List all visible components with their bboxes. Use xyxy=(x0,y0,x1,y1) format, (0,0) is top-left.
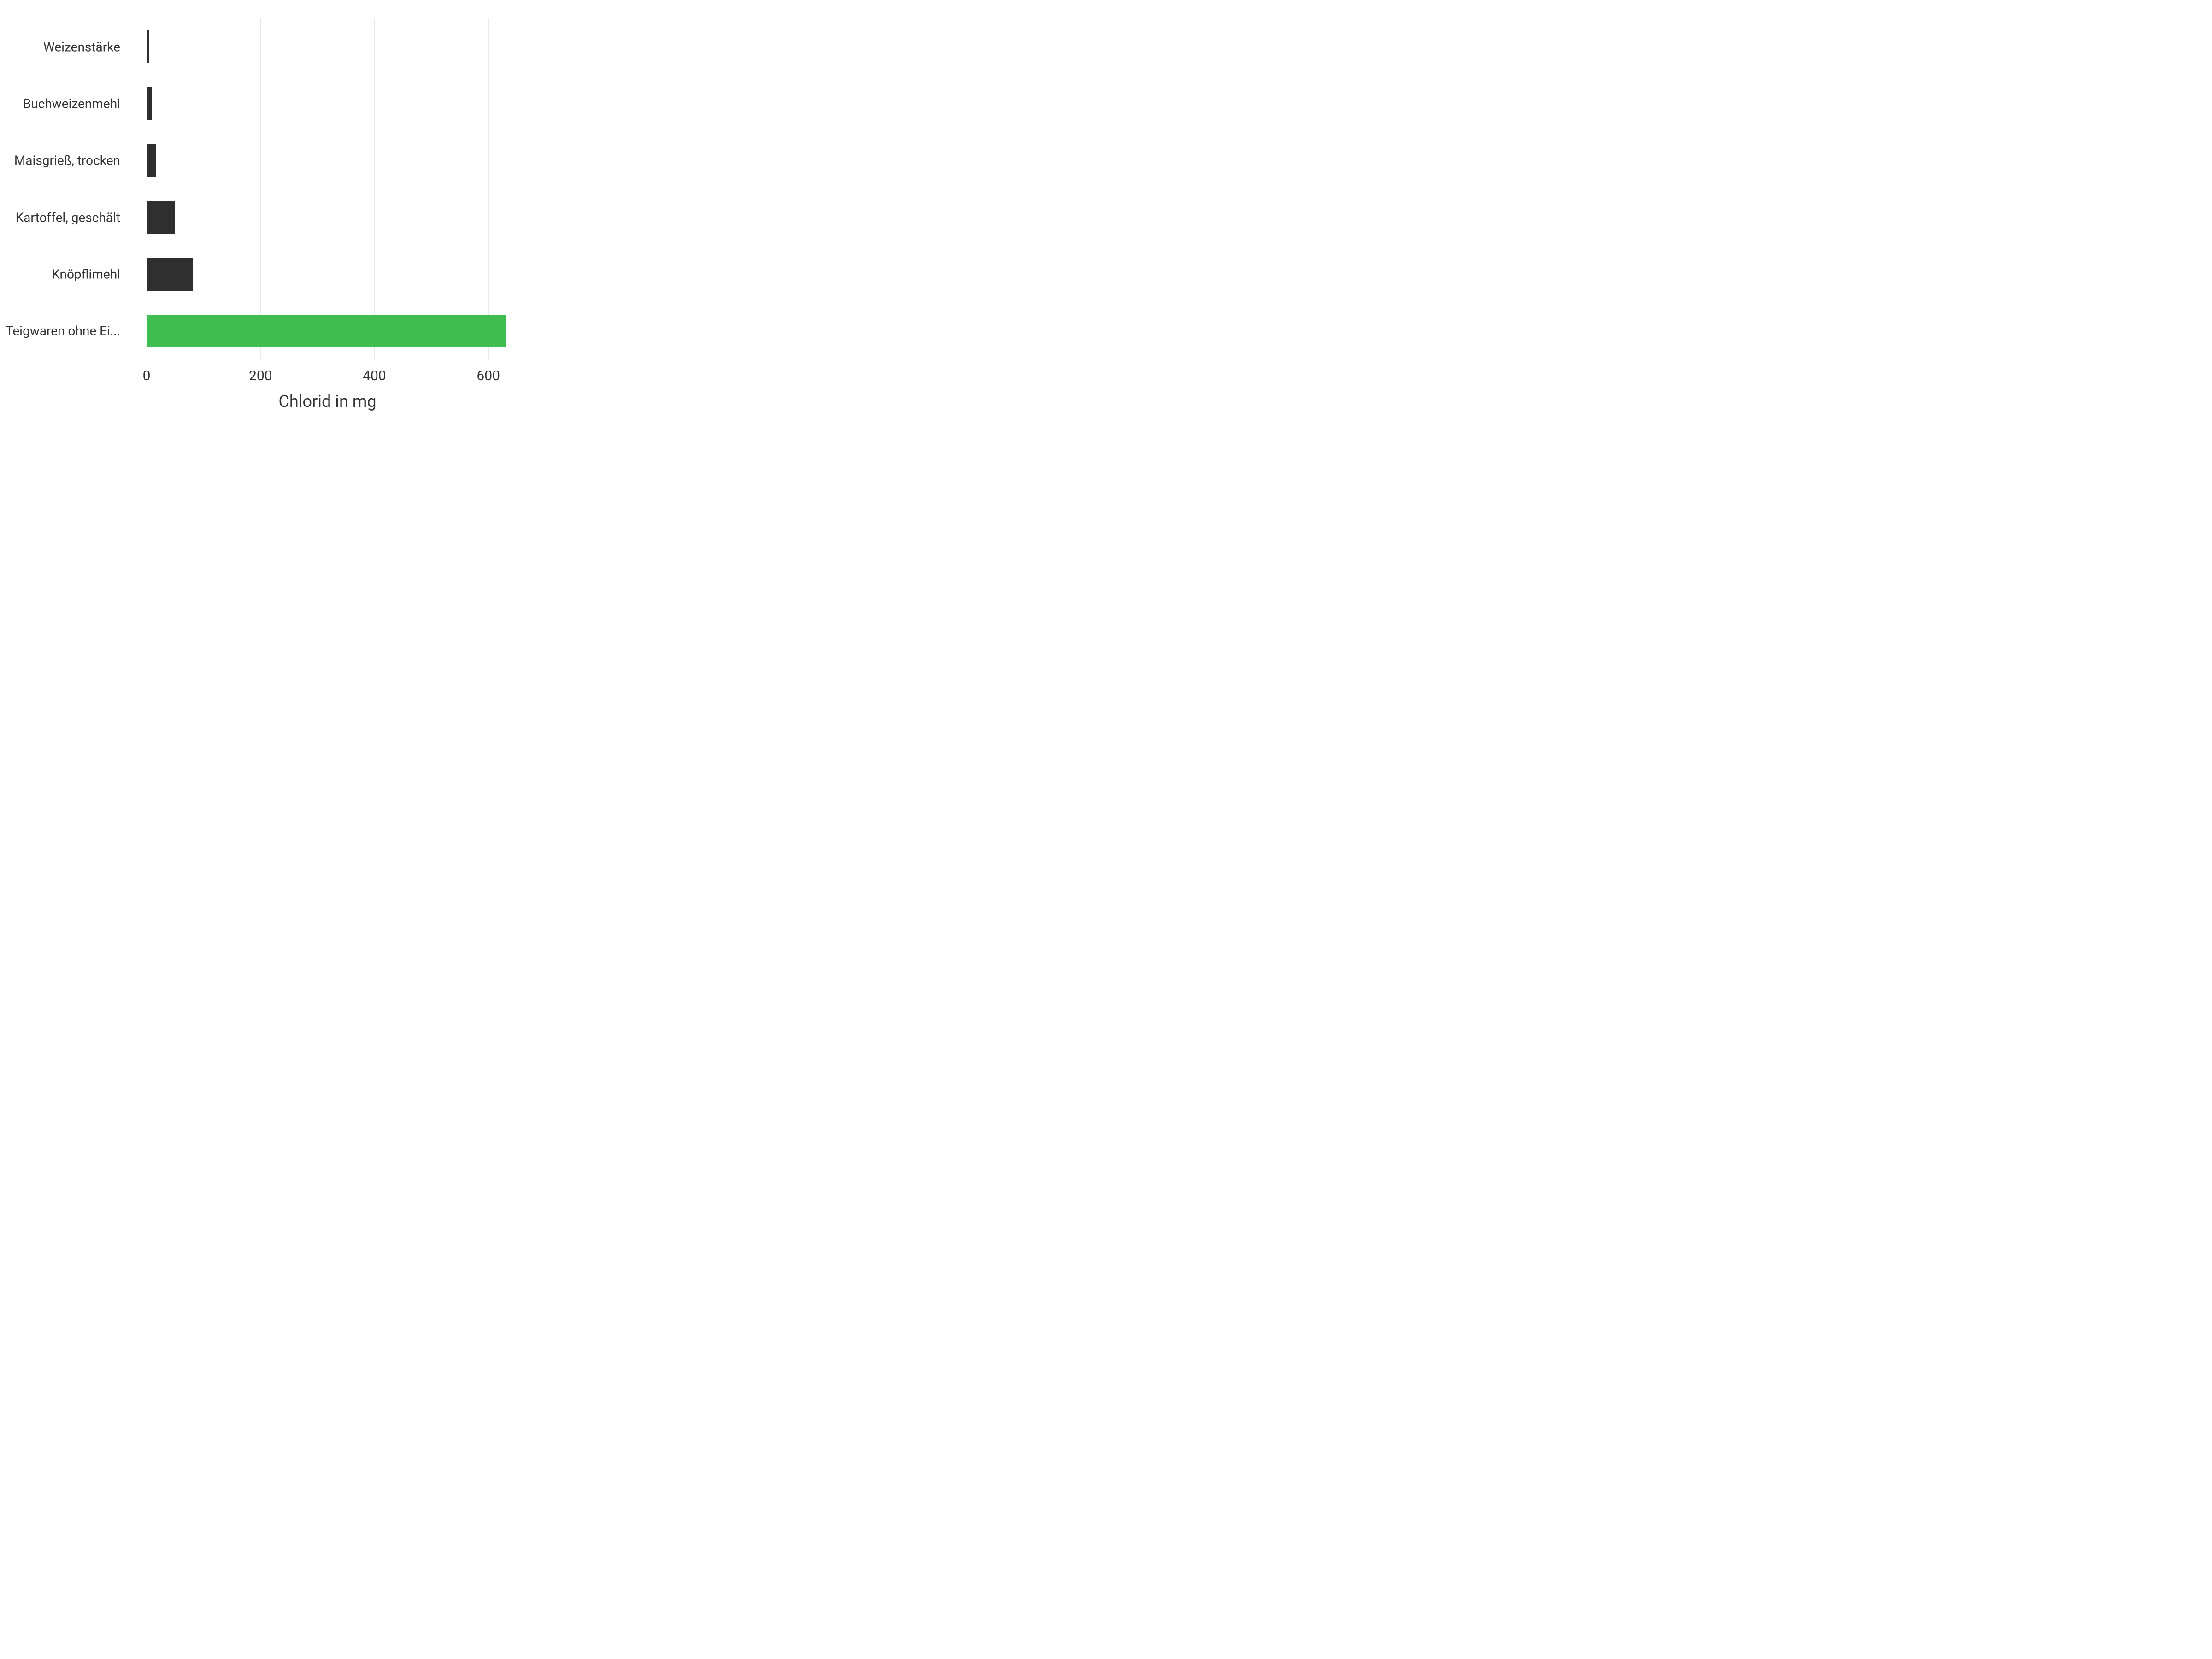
category-label: Buchweizenmehl xyxy=(23,96,129,111)
x-axis-title: Chlorid in mg xyxy=(278,359,376,411)
bar-row: Buchweizenmehl xyxy=(129,87,525,120)
category-label: Knöpflimehl xyxy=(52,266,129,282)
category-label: Maisgrieß, trocken xyxy=(14,153,129,168)
bar-row: Weizenstärke xyxy=(129,30,525,64)
grid-line xyxy=(260,18,261,359)
bar xyxy=(147,201,175,234)
category-label: Kartoffel, geschält xyxy=(16,210,129,225)
x-tick-label: 0 xyxy=(143,359,151,384)
bar-row: Teigwaren ohne Ei... xyxy=(129,315,525,348)
x-tick-label: 400 xyxy=(363,359,386,384)
bar xyxy=(147,87,152,120)
bar-row: Knöpflimehl xyxy=(129,258,525,291)
bar-chart: Chlorid in mg 0 200 400 600 Weizenstärke Buch… xyxy=(0,0,553,415)
plot-area: Chlorid in mg 0200400600WeizenstärkeBuch… xyxy=(129,18,525,359)
grid-line xyxy=(374,18,375,359)
category-label: Teigwaren ohne Ei... xyxy=(6,324,129,339)
bar xyxy=(147,258,193,291)
x-tick-label: 200 xyxy=(249,359,272,384)
x-tick-label: 600 xyxy=(477,359,500,384)
bar xyxy=(147,144,156,177)
grid-line xyxy=(488,18,489,359)
bar-row: Kartoffel, geschält xyxy=(129,201,525,234)
category-label: Weizenstärke xyxy=(43,39,129,54)
bar xyxy=(147,315,506,348)
bar-row: Maisgrieß, trocken xyxy=(129,144,525,177)
bar xyxy=(147,30,149,64)
